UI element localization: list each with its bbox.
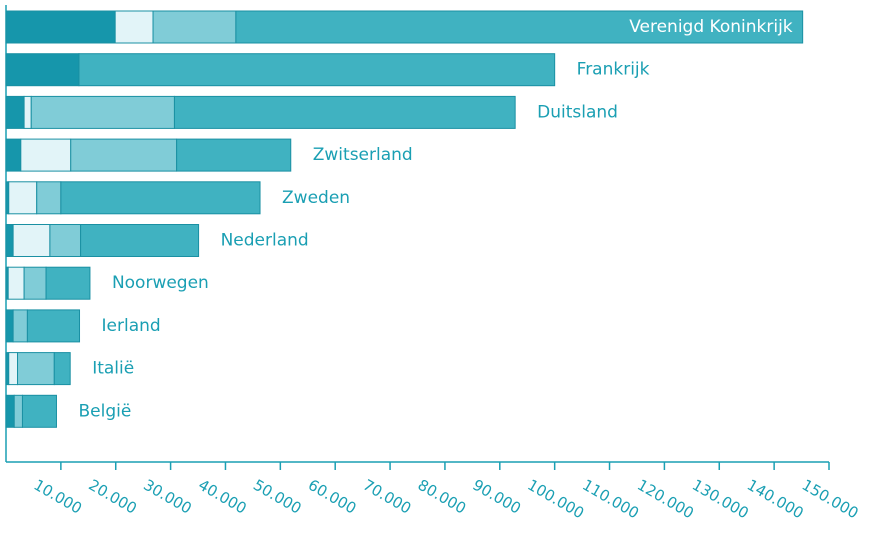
category-label: Frankrijk [577,60,650,80]
bar-segment [23,266,47,300]
bar-segment [80,224,200,257]
category-label: Verenigd Koninkrijk [629,17,793,37]
bar-segment [26,309,81,343]
bar-segment [5,10,116,44]
bar-segment [12,309,28,343]
bar-segment [70,138,178,172]
bar-segment [17,352,55,386]
bar-segment [49,224,82,257]
bar-segment [53,352,71,386]
bar-segment [5,53,80,87]
bar-segment [5,394,15,428]
x-tick-label: 30.000 [140,476,194,518]
x-tick-label: 150.000 [799,476,862,523]
bar-segment [5,138,22,172]
x-tick-label: 20.000 [85,476,139,518]
bar-segment [20,138,72,172]
bar-segment [8,352,19,386]
bar-segment [5,95,25,129]
category-label: Zwitserland [313,145,413,165]
bar-segment [78,53,556,87]
x-tick-label: 120.000 [634,476,697,523]
bar-segment [21,394,57,428]
x-tick-label: 130.000 [689,476,752,523]
bar-segment [114,10,154,44]
bar-segment [173,95,516,129]
bar-segment [23,95,32,129]
category-label: Noorwegen [112,273,209,293]
category-label: Zweden [282,188,350,208]
category-label: Ierland [102,316,161,336]
x-tick-label: 110.000 [579,476,642,523]
x-tick-label: 60.000 [305,476,359,518]
bar-segment [13,394,23,428]
bar-segment [30,95,175,129]
bar-segment [36,181,62,215]
category-label: Italië [92,359,134,379]
category-label: België [78,401,131,421]
bar-segment [5,224,14,257]
category-label: Nederland [221,231,309,251]
x-tick-label: 70.000 [360,476,414,518]
bar-segment [8,181,38,215]
bar-segment [45,266,91,300]
x-tick-label: 10.000 [31,476,85,518]
x-tick-label: 50.000 [250,476,304,518]
x-tick-label: 40.000 [195,476,249,518]
bar-segment [5,309,14,343]
bar-segment [12,224,51,257]
bar-segment [7,266,25,300]
x-tick-label: 80.000 [415,476,469,518]
x-tick-label: 140.000 [744,476,807,523]
bar-segment [152,10,237,44]
category-label: Duitsland [537,102,618,122]
bar-segment [60,181,261,215]
bar-segment [235,10,804,44]
bar-segment [176,138,292,172]
x-tick-label: 90.000 [470,476,524,518]
x-tick-label: 100.000 [524,476,587,523]
